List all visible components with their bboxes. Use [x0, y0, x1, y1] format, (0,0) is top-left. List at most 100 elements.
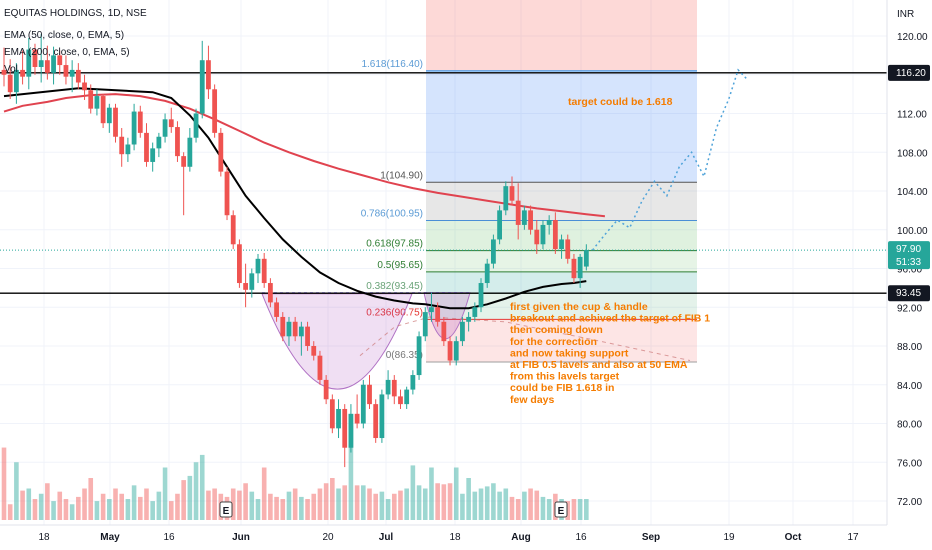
candle[interactable] [187, 128, 193, 172]
candle[interactable] [367, 375, 372, 409]
candle[interactable] [491, 234, 496, 269]
candle[interactable] [385, 370, 391, 400]
earnings-marker[interactable]: E [219, 501, 233, 518]
candle[interactable] [94, 89, 100, 116]
candle[interactable] [484, 258, 490, 288]
candle[interactable] [478, 278, 484, 313]
candle[interactable] [379, 389, 385, 443]
candle[interactable] [280, 312, 286, 342]
candle[interactable] [360, 379, 366, 429]
candle[interactable] [497, 205, 502, 245]
candle[interactable] [323, 375, 329, 405]
candle[interactable] [292, 316, 298, 342]
candle[interactable] [13, 63, 19, 104]
candle[interactable] [472, 302, 478, 322]
candle[interactable] [577, 253, 583, 288]
candle[interactable] [453, 336, 459, 366]
candle[interactable] [552, 212, 558, 254]
candle[interactable] [435, 302, 441, 327]
candle[interactable] [212, 84, 218, 138]
candle[interactable] [26, 37, 32, 90]
current-price-badge[interactable]: 97.90 51:33 [888, 241, 930, 270]
candle[interactable] [63, 55, 69, 85]
candle[interactable] [218, 128, 224, 177]
candle[interactable] [88, 84, 94, 114]
candle[interactable] [546, 215, 552, 235]
candle[interactable] [175, 121, 180, 162]
candle[interactable] [528, 205, 533, 235]
candle[interactable] [7, 59, 13, 99]
candle[interactable] [150, 142, 156, 172]
level-badge-low[interactable]: 93.45 [888, 285, 930, 302]
candle[interactable] [144, 123, 149, 167]
candle[interactable] [243, 263, 249, 308]
candle[interactable] [342, 404, 348, 468]
candle[interactable] [460, 316, 465, 346]
candle[interactable] [82, 74, 87, 100]
candle[interactable] [249, 268, 255, 298]
candle[interactable] [565, 234, 571, 264]
level-badge-high[interactable]: 116.20 [888, 64, 930, 81]
candle[interactable] [100, 94, 106, 129]
candle[interactable] [354, 394, 360, 429]
candle[interactable] [416, 331, 422, 380]
candle[interactable] [199, 40, 205, 119]
candle[interactable] [410, 370, 416, 395]
candle[interactable] [447, 336, 453, 366]
candle[interactable] [1, 47, 7, 87]
candle[interactable] [305, 321, 310, 351]
candle[interactable] [311, 341, 317, 361]
candle[interactable] [466, 312, 472, 332]
candle[interactable] [230, 210, 236, 250]
candle[interactable] [38, 34, 44, 83]
candle[interactable] [509, 176, 515, 206]
candle[interactable] [398, 389, 403, 409]
candle[interactable] [32, 43, 38, 75]
candle[interactable] [181, 152, 187, 216]
candle[interactable] [274, 297, 279, 322]
candle[interactable] [329, 394, 335, 434]
candle[interactable] [137, 105, 143, 138]
candle[interactable] [20, 50, 25, 85]
candle[interactable] [521, 205, 527, 230]
candle[interactable] [131, 103, 137, 151]
candle[interactable] [162, 113, 168, 143]
candle[interactable] [156, 132, 162, 158]
candle[interactable] [267, 278, 273, 308]
candle[interactable] [540, 220, 546, 250]
candle[interactable] [404, 386, 410, 409]
candle[interactable] [583, 244, 589, 271]
candle[interactable] [571, 253, 577, 284]
candle[interactable] [69, 60, 75, 93]
candle[interactable] [336, 399, 341, 439]
candle[interactable] [373, 399, 379, 443]
candle[interactable] [125, 137, 131, 162]
candle[interactable] [113, 103, 118, 143]
candle[interactable] [559, 234, 564, 259]
candle[interactable] [348, 404, 354, 453]
candle[interactable] [168, 107, 174, 133]
candle[interactable] [503, 181, 509, 216]
candle[interactable] [237, 239, 242, 288]
candle[interactable] [515, 183, 521, 240]
candle[interactable] [534, 220, 540, 254]
candle[interactable] [261, 253, 267, 288]
candle[interactable] [255, 253, 261, 284]
candle[interactable] [106, 103, 112, 133]
candle[interactable] [75, 63, 81, 90]
candle[interactable] [57, 50, 63, 75]
candle[interactable] [119, 128, 125, 167]
candle[interactable] [429, 292, 434, 322]
candle[interactable] [441, 316, 447, 346]
candle[interactable] [51, 46, 56, 85]
candle[interactable] [44, 45, 50, 80]
candle[interactable] [206, 45, 211, 99]
candle[interactable] [193, 108, 199, 143]
candle[interactable] [286, 316, 292, 346]
candle[interactable] [391, 375, 397, 405]
candle[interactable] [422, 307, 428, 342]
candle[interactable] [224, 166, 230, 221]
candle[interactable] [298, 321, 304, 356]
candle[interactable] [317, 350, 323, 385]
